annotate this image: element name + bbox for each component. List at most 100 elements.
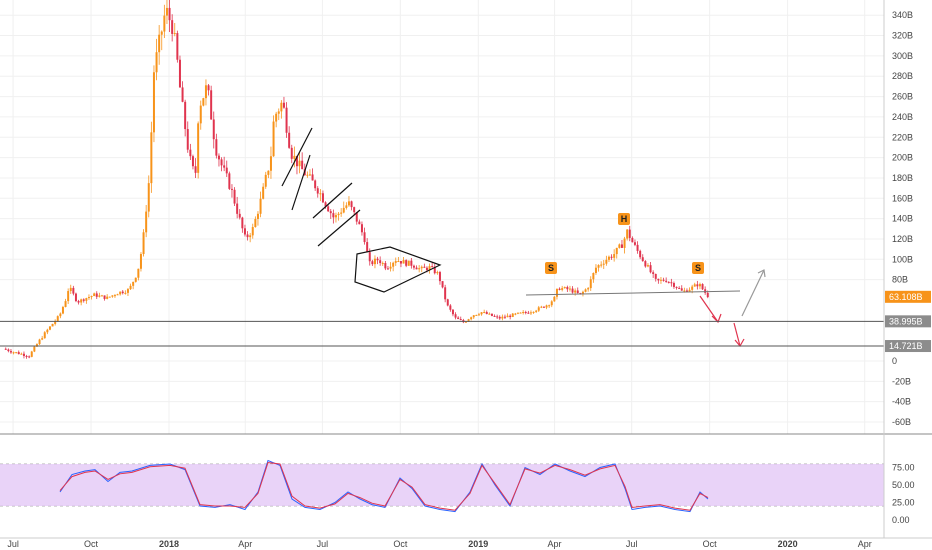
level-tag (885, 315, 931, 328)
candle-body (132, 281, 135, 286)
candle-body (626, 229, 629, 239)
price-axis[interactable]: 340B 320B 300B 280B 260B 240B 220B 200B 180B 160B… (892, 10, 913, 427)
candle-body (33, 346, 36, 352)
current-price-label: 63.108B (889, 292, 923, 302)
candle-body (311, 174, 314, 181)
candle-body (420, 266, 423, 269)
candle-body (334, 215, 337, 218)
candle-body (93, 293, 96, 297)
candle-body (392, 262, 395, 267)
candle-body (12, 352, 15, 354)
candle-body (152, 72, 155, 133)
candle-body (293, 155, 296, 159)
candle-body (95, 293, 98, 297)
candle-body (667, 281, 670, 283)
candle-body (100, 295, 103, 297)
candle-body (111, 295, 114, 297)
trend-line[interactable] (312, 182, 353, 219)
candle-body (129, 285, 132, 290)
candle-body (550, 301, 553, 306)
candle-body (72, 287, 75, 294)
candle-body (613, 254, 616, 258)
candle-body (428, 266, 431, 271)
candle-body (483, 312, 486, 314)
candle-body (701, 284, 704, 290)
rsi-axis[interactable]: 75.00 50.00 25.00 0.00 (892, 463, 915, 526)
candle-body (186, 129, 189, 150)
y-tick-label: 320B (892, 31, 913, 41)
candle-body (241, 217, 244, 229)
candle-body (295, 155, 298, 167)
rsi-tick-label: 0.00 (892, 515, 910, 525)
candle-body (665, 280, 668, 282)
candle-body (594, 267, 597, 273)
candle-body (475, 314, 478, 316)
candle-body (410, 260, 413, 266)
candle-body (488, 313, 491, 315)
candle-body (399, 261, 402, 264)
candle-body (194, 166, 197, 173)
candle-body (605, 259, 608, 264)
candle-body (704, 289, 707, 293)
candle-body (41, 338, 44, 340)
candle-body (636, 244, 639, 251)
diamond-pattern[interactable] (354, 246, 442, 293)
candle-body (371, 261, 374, 265)
candle-body (503, 316, 506, 318)
candle-body (548, 305, 551, 307)
time-axis[interactable]: Jul Oct 2018 Apr Jul Oct 2019 Apr Jul Oct 2020 Apr (7, 539, 871, 549)
candle-body (282, 102, 285, 108)
candle-body (199, 105, 202, 124)
level-tag-label: 14.721B (889, 341, 923, 351)
candle-body (184, 101, 187, 130)
candle-body (407, 260, 410, 266)
candle-body (376, 258, 379, 261)
y-tick-label: 300B (892, 51, 913, 61)
neckline[interactable] (525, 290, 741, 296)
candle-body (20, 353, 23, 355)
candle-body (215, 139, 218, 156)
candle-body (256, 213, 259, 219)
candle-body (519, 312, 522, 314)
candle-body (610, 256, 613, 258)
trend-line[interactable] (291, 154, 311, 211)
candle-body (98, 295, 101, 297)
rsi-tick-label: 75.00 (892, 463, 915, 473)
candle-body (363, 232, 366, 243)
trend-line[interactable] (317, 209, 361, 247)
candle-body (298, 160, 301, 167)
y-tick-label: 260B (892, 92, 913, 102)
candle-body (17, 352, 20, 355)
candle-body (77, 301, 80, 303)
candle-body (254, 218, 257, 228)
candle-body (433, 266, 436, 274)
candle-body (103, 295, 106, 299)
candle-body (147, 183, 150, 212)
x-tick-label: Oct (393, 539, 408, 549)
candle-body (327, 206, 330, 212)
candle-body (415, 267, 418, 270)
candle-body (524, 312, 527, 314)
trend-line[interactable] (281, 127, 313, 187)
candle-body (522, 312, 525, 314)
candle-body (394, 261, 397, 263)
candle-body (360, 224, 363, 233)
projection-arrow (741, 269, 765, 317)
candle-body (233, 189, 236, 204)
candle-body (178, 59, 181, 88)
candlesticks (4, 0, 709, 359)
candle-body (160, 31, 163, 35)
candle-body (142, 232, 145, 255)
candle-body (285, 107, 288, 133)
candle-body (527, 312, 530, 314)
candle-body (589, 279, 592, 289)
candle-body (386, 268, 389, 270)
candle-body (204, 85, 207, 99)
candle-body (124, 292, 127, 294)
candle-body (290, 147, 293, 159)
candle-body (106, 296, 109, 299)
candle-body (301, 160, 304, 170)
candle-body (449, 305, 452, 310)
y-tick-label: 280B (892, 71, 913, 81)
candle-body (381, 263, 384, 265)
